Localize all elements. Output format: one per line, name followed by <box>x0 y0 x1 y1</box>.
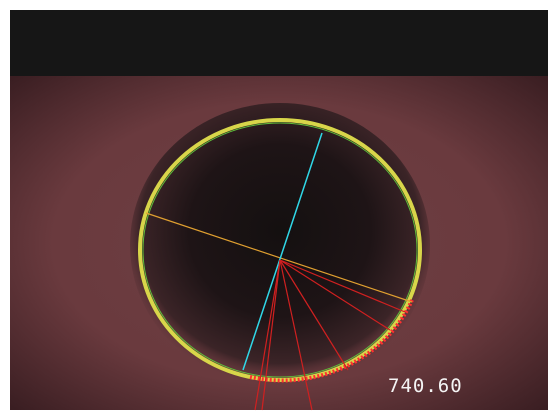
ray <box>279 259 313 411</box>
ray <box>279 259 349 371</box>
ray <box>279 259 406 313</box>
rays <box>254 259 406 411</box>
minor-axis <box>242 132 323 371</box>
ray <box>261 259 281 411</box>
readout: 740.60 <box>388 375 463 397</box>
red-arc <box>249 299 414 383</box>
inner-ring <box>142 122 418 378</box>
major-axis <box>145 212 413 303</box>
ray <box>254 259 281 411</box>
fit-ring <box>138 118 422 382</box>
top-bar <box>10 10 548 76</box>
dark-spot <box>130 103 430 387</box>
ray <box>279 259 391 331</box>
